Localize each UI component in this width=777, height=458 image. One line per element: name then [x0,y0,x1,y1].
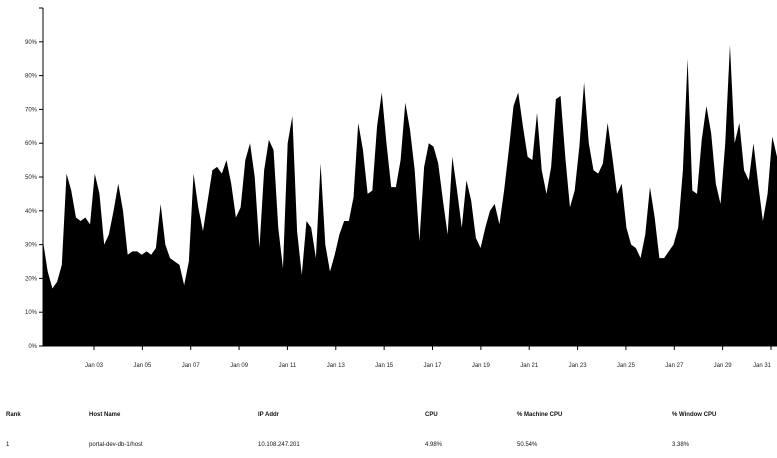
y-tick-label: 10% [25,310,38,316]
host-table: Rank Host Name IP Addr CPU % Machine CPU… [0,404,777,448]
header-cpu: CPU [425,412,438,418]
x-tick-label: Jan 13 [327,363,346,369]
x-tick-label: Jan 05 [133,363,152,369]
x-tick-label: Jan 17 [423,363,442,369]
x-tick-label: Jan 27 [665,363,684,369]
x-tick-label: Jan 19 [472,363,491,369]
cell-machine-cpu: 50.54% [517,442,538,448]
x-tick-label: Jan 11 [279,363,297,369]
x-tick-label: Jan 09 [230,363,249,369]
cpu-area-series [43,45,777,347]
header-host-name: Host Name [89,412,121,418]
y-tick-label: 60% [25,141,38,147]
x-tick-label: Jan 03 [85,363,104,369]
header-rank: Rank [6,412,21,418]
table-row[interactable]: 1 portal-dev-db-1/host 10.108.247.201 4.… [0,424,777,448]
header-machine-cpu: % Machine CPU [517,412,563,418]
y-tick-label: 90% [25,40,38,46]
x-tick-label: Jan 31 [753,363,772,369]
cell-cpu: 4.98% [425,442,443,448]
cell-rank: 1 [6,442,10,448]
x-tick-label: Jan 07 [182,363,201,369]
y-tick-label: 40% [25,209,38,215]
table-header-row: Rank Host Name IP Addr CPU % Machine CPU… [0,404,777,424]
y-tick-label: 30% [25,243,38,249]
x-tick-label: Jan 29 [714,363,733,369]
cpu-area-chart: 0% 10% 20% 30% 40% 50% 60% 70% 80% 90% Jan 03 Jan … [25,7,777,369]
y-tick-label: 20% [25,276,38,282]
header-window-cpu: % Window CPU [672,412,717,418]
y-tick-label: 80% [25,74,38,80]
x-tick-label: Jan 23 [569,363,588,369]
y-tick-label: 70% [25,107,38,113]
x-tick-label: Jan 21 [520,363,539,369]
cell-ip-addr: 10.108.247.201 [258,442,300,448]
y-tick-label: 0% [28,344,37,350]
x-tick-label: Jan 15 [375,363,394,369]
cell-window-cpu: 3.38% [672,442,690,448]
y-tick-label: 50% [25,175,38,181]
x-tick-label: Jan 25 [617,363,636,369]
cell-host-name: portal-dev-db-1/host [89,442,143,448]
header-ip-addr: IP Addr [258,412,280,418]
